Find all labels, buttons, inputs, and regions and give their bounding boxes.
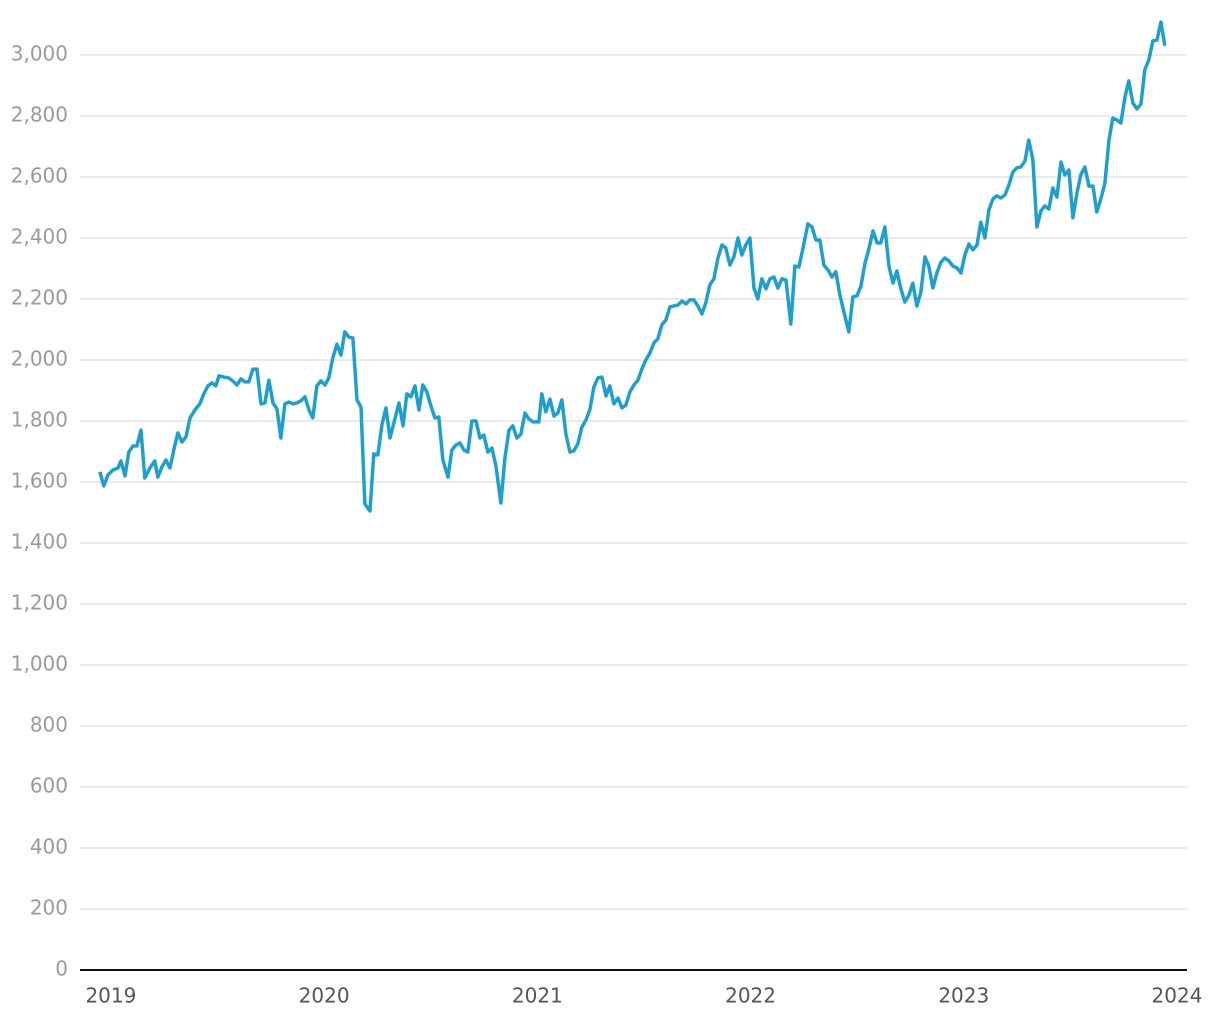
y-tick-label: 600: [30, 773, 68, 797]
y-tick-label: 2,000: [11, 346, 68, 370]
x-tick-label: 2022: [725, 984, 776, 1008]
y-tick-label: 1,800: [11, 407, 68, 431]
y-tick-label: 800: [30, 712, 68, 736]
y-tick-label: 1,600: [11, 468, 68, 492]
y-tick-label: 2,800: [11, 102, 68, 126]
y-tick-label: 2,600: [11, 163, 68, 187]
y-tick-label: 1,400: [11, 529, 68, 553]
y-tick-label: 200: [30, 895, 68, 919]
y-tick-label: 1,000: [11, 651, 68, 675]
y-tick-label: 2,200: [11, 285, 68, 309]
y-tick-label: 0: [55, 957, 68, 981]
data-line: [98, 20, 1167, 513]
y-tick-label: 1,200: [11, 590, 68, 614]
y-tick-label: 400: [30, 834, 68, 858]
x-tick-label: 2024: [1152, 984, 1203, 1008]
x-tick-label: 2023: [938, 984, 989, 1008]
x-tick-label: 2019: [85, 984, 136, 1008]
y-tick-label: 2,400: [11, 224, 68, 248]
y-tick-label: 3,000: [11, 41, 68, 65]
x-tick-label: 2020: [299, 984, 350, 1008]
x-tick-label: 2021: [512, 984, 563, 1008]
